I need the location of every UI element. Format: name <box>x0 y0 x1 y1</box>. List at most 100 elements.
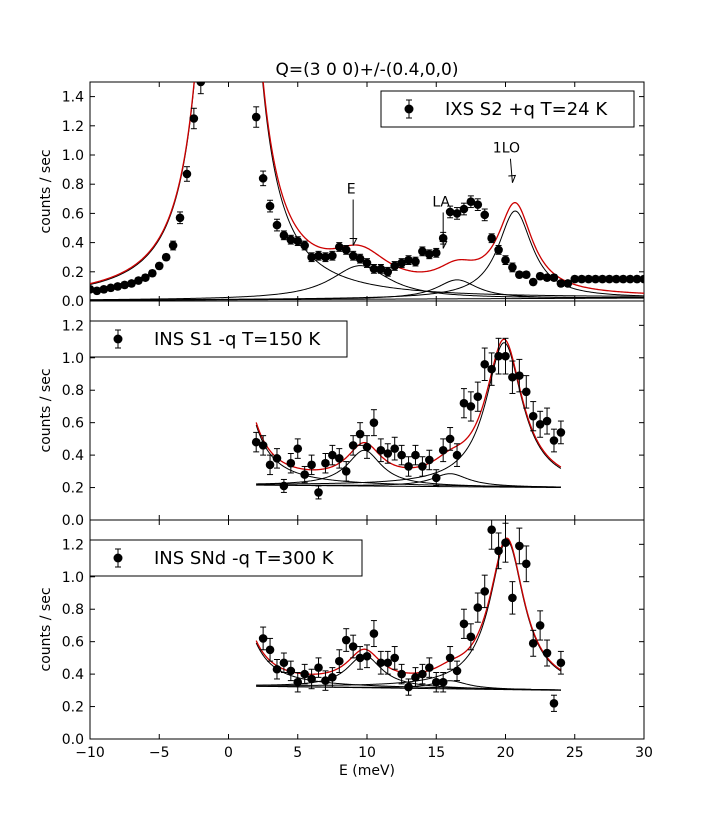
data-marker <box>521 387 531 397</box>
data-point <box>494 532 503 570</box>
data-marker <box>473 603 483 612</box>
fit-total <box>255 338 562 471</box>
y-tick-label: 1.2 <box>62 537 84 553</box>
data-point <box>459 608 469 639</box>
y-axis-label: counts / sec <box>38 587 54 671</box>
data-marker <box>508 372 517 382</box>
data-point <box>431 671 441 693</box>
data-point <box>348 634 358 659</box>
y-tick-label: 0.0 <box>62 732 84 748</box>
data-point <box>265 454 275 476</box>
x-tick-label: 0 <box>224 745 233 761</box>
data-marker <box>639 274 644 284</box>
data-marker <box>501 351 510 361</box>
data-marker <box>314 488 323 497</box>
data-marker <box>466 402 476 411</box>
data-point <box>445 427 455 451</box>
data-point <box>362 644 372 669</box>
data-marker <box>120 280 129 290</box>
y-tick-label: 0.8 <box>62 383 84 399</box>
legend-box <box>89 539 363 577</box>
data-marker <box>321 458 330 468</box>
data-marker <box>328 251 337 261</box>
data-marker <box>113 282 122 291</box>
data-point <box>196 82 206 95</box>
data-marker <box>307 674 316 684</box>
data-point <box>348 250 358 261</box>
y-tick-label: 0.6 <box>62 416 84 432</box>
data-marker <box>508 263 517 272</box>
data-point <box>265 637 275 662</box>
legend: INS S1 -q T=150 K <box>89 320 348 358</box>
data-marker <box>369 629 379 638</box>
data-point <box>341 628 351 652</box>
data-marker <box>445 207 455 217</box>
data-marker <box>549 699 559 708</box>
data-marker <box>411 450 420 460</box>
data-point <box>605 274 614 284</box>
data-marker <box>556 428 566 437</box>
data-point <box>272 218 282 232</box>
data-point <box>92 286 102 296</box>
data-marker <box>279 481 289 491</box>
data-marker <box>445 434 455 444</box>
data-marker <box>286 666 296 676</box>
data-marker <box>376 264 386 274</box>
legend-label: INS S1 -q T=150 K <box>154 329 321 350</box>
data-marker <box>369 418 379 427</box>
fit-component-background <box>90 297 644 301</box>
data-marker <box>480 210 490 220</box>
data-marker <box>369 264 379 274</box>
data-point <box>189 107 199 130</box>
data-marker <box>300 241 309 250</box>
data-marker <box>473 392 483 402</box>
data-marker <box>397 450 406 460</box>
data-point <box>355 646 365 670</box>
data-point <box>466 391 476 422</box>
data-marker <box>528 411 538 421</box>
data-marker <box>348 251 358 261</box>
data-point <box>328 667 337 688</box>
data-marker <box>515 541 524 551</box>
data-point <box>127 279 136 288</box>
data-marker <box>528 638 538 648</box>
x-tick-label: 30 <box>635 745 653 761</box>
data-point <box>535 410 545 438</box>
annotation-label: E <box>347 182 356 198</box>
data-point <box>431 469 441 487</box>
annotation-arrowhead <box>439 240 448 249</box>
data-point <box>286 660 296 682</box>
data-point <box>404 255 413 265</box>
data-point <box>473 592 483 623</box>
data-marker <box>404 462 413 471</box>
data-point <box>321 452 330 474</box>
x-tick-label: −5 <box>149 745 170 761</box>
data-marker <box>501 538 510 548</box>
y-tick-label: 0.4 <box>62 667 84 683</box>
y-tick-label: 1.2 <box>62 318 84 334</box>
data-point <box>625 274 635 284</box>
plot-area <box>251 337 566 500</box>
data-marker <box>106 283 116 293</box>
data-marker <box>598 274 607 284</box>
data-point <box>369 264 379 274</box>
data-marker <box>425 455 434 465</box>
data-point <box>328 250 337 261</box>
data-point <box>362 435 372 459</box>
data-marker <box>355 653 365 663</box>
data-marker <box>335 454 344 463</box>
data-marker <box>383 449 393 458</box>
data-point <box>418 246 427 257</box>
data-marker <box>404 682 413 692</box>
data-marker <box>418 462 427 471</box>
data-point <box>508 581 517 615</box>
data-point <box>369 409 379 437</box>
data-point <box>376 650 386 675</box>
data-marker <box>431 677 441 687</box>
data-marker <box>397 669 406 679</box>
x-axis-label: E (meV) <box>339 763 395 779</box>
panel-1: 0.0 0.2 0.4 0.6 0.8 1.0 1.2 1.4 counts / sec E LA 1… <box>38 81 645 310</box>
data-point <box>154 261 164 271</box>
data-marker <box>279 658 289 668</box>
data-marker <box>134 276 143 285</box>
